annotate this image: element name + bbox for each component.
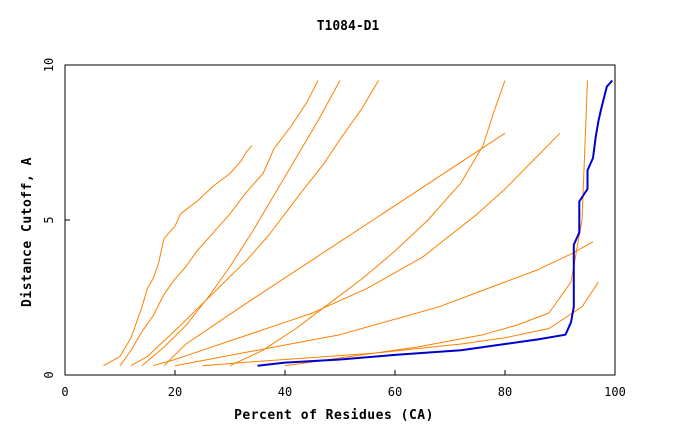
x-axis-label: Percent of Residues (CA) — [234, 408, 434, 423]
series-line — [103, 145, 253, 367]
series-line — [130, 80, 379, 367]
series-line — [119, 80, 319, 366]
highlight-series-line — [257, 79, 614, 367]
series-line — [229, 80, 506, 367]
y-tick-label: 0 — [42, 371, 56, 378]
x-tick-label: 0 — [61, 385, 68, 399]
series-line — [174, 241, 594, 367]
x-tick-label: 100 — [604, 385, 626, 399]
x-tick-label: 60 — [388, 385, 402, 399]
chart-title: T1084-D1 — [317, 19, 380, 34]
series-line — [284, 80, 588, 367]
series-line — [163, 132, 506, 367]
tick-layer: 0 20 40 60 80 100 0 5 10 — [42, 58, 626, 399]
y-tick-label: 10 — [42, 58, 56, 72]
plot-frame — [64, 64, 616, 376]
series-line — [202, 281, 599, 367]
x-tick-label: 40 — [278, 385, 292, 399]
y-axis-label: Distance Cutoff, A — [20, 157, 35, 307]
series-line — [152, 132, 561, 367]
x-tick-label: 80 — [498, 385, 512, 399]
x-tick-label: 20 — [168, 385, 182, 399]
y-tick-label: 5 — [42, 216, 56, 223]
series-layer — [103, 79, 614, 367]
series-line — [141, 80, 341, 367]
